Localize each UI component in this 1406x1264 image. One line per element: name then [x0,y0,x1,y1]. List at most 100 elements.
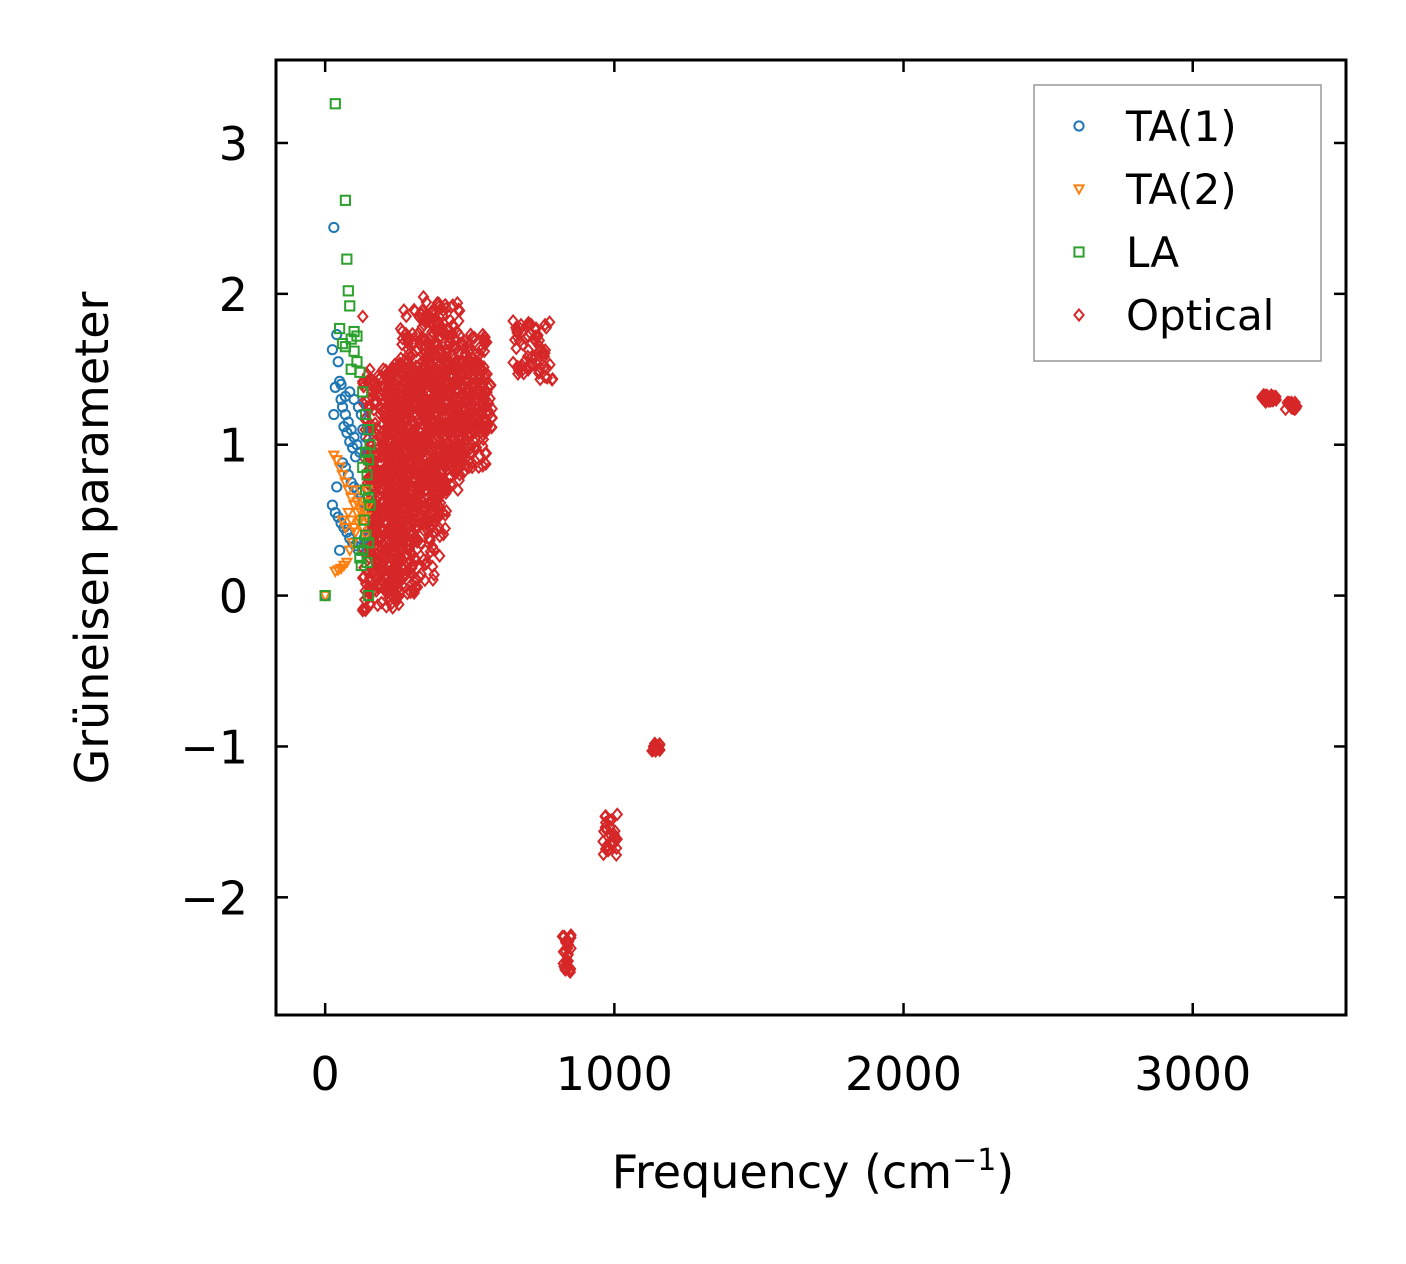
point-optical [1288,399,1300,415]
point-optical [480,446,493,461]
point-optical [651,739,664,754]
y-tick-label: −2 [180,871,248,925]
point-ta-2 [350,497,364,509]
point-optical [466,427,478,442]
point-optical [433,548,446,563]
point-optical [421,522,433,537]
point-optical [444,454,457,469]
point-optical [416,367,429,382]
point-optical [454,390,467,405]
point-optical [431,335,444,351]
point-optical [356,603,369,618]
point-optical [415,471,428,486]
point-optical [414,492,427,508]
point-optical [367,467,380,482]
legend-label-la: LA [1126,228,1179,277]
point-optical [396,425,408,440]
point-optical [610,841,623,856]
point-ta-1 [328,221,340,234]
point-ta-2 [346,538,359,550]
point-optical [391,558,404,573]
tick-layer: 0 1000 2000 3000 −2 −1 0 1 2 3 [180,60,1346,1101]
point-optical [362,590,375,605]
series-la [319,98,376,602]
point-optical [564,965,577,980]
point-optical [386,479,399,494]
point-optical [396,324,409,339]
point-optical [513,334,526,349]
point-ta-1 [344,436,356,448]
legend-marker-ta-1 [1073,120,1085,132]
point-optical [378,401,391,416]
point-ta-1 [339,390,352,403]
point-optical [368,549,381,564]
point-optical [463,338,475,353]
point-optical [474,378,486,393]
point-optical [522,343,535,358]
legend-box [1033,84,1322,362]
point-optical [377,536,390,552]
point-optical [483,406,496,421]
point-optical [538,346,551,361]
point-optical [415,307,428,322]
point-optical [421,450,434,465]
point-optical [410,464,423,479]
point-optical [420,364,433,379]
point-optical [377,437,390,452]
legend-label-optical: Optical [1126,291,1274,340]
point-optical [476,327,489,342]
point-optical [446,370,459,385]
point-optical [444,477,457,492]
point-optical [468,330,481,345]
point-optical [396,389,408,405]
point-la [360,529,372,541]
point-optical [356,570,369,585]
point-optical [539,317,551,332]
x-tick-label: 0 [311,1047,340,1101]
x-tick-label: 1000 [556,1047,673,1101]
point-optical [478,370,491,386]
point-ta-2 [341,485,355,497]
point-optical [522,329,535,344]
point-optical [395,434,408,449]
point-optical [392,410,405,425]
point-optical [365,417,378,432]
point-optical [421,459,433,474]
point-optical [366,564,379,579]
point-la [360,408,372,421]
legend-label-ta-1: TA(1) [1125,102,1237,151]
legend-marker-la [1073,246,1085,258]
point-optical [466,410,479,425]
point-optical [402,381,415,396]
point-optical [408,424,421,439]
point-optical [525,317,538,332]
point-optical [421,402,434,417]
point-ta-1 [328,408,340,421]
point-la [339,194,352,206]
point-ta-2 [347,523,361,535]
point-optical [529,349,542,364]
y-tick-label: −1 [180,720,248,774]
point-optical [463,361,476,376]
point-optical [389,483,401,499]
point-ta-1 [334,544,346,556]
point-optical [606,838,619,853]
point-optical [458,464,470,479]
point-optical [477,398,490,413]
point-ta-1 [335,378,347,390]
point-la [334,322,346,335]
point-optical [400,413,413,428]
point-optical [406,336,418,351]
point-optical [468,440,480,455]
point-optical [398,303,410,318]
point-optical [1259,389,1271,404]
point-optical [404,466,417,482]
point-optical [381,470,393,485]
point-ta-1 [341,526,353,538]
point-optical [416,333,429,348]
point-optical [396,337,408,352]
legend-label-ta-2: TA(2) [1125,165,1237,214]
point-optical [473,347,486,362]
point-optical [446,439,458,454]
point-la [345,363,357,375]
